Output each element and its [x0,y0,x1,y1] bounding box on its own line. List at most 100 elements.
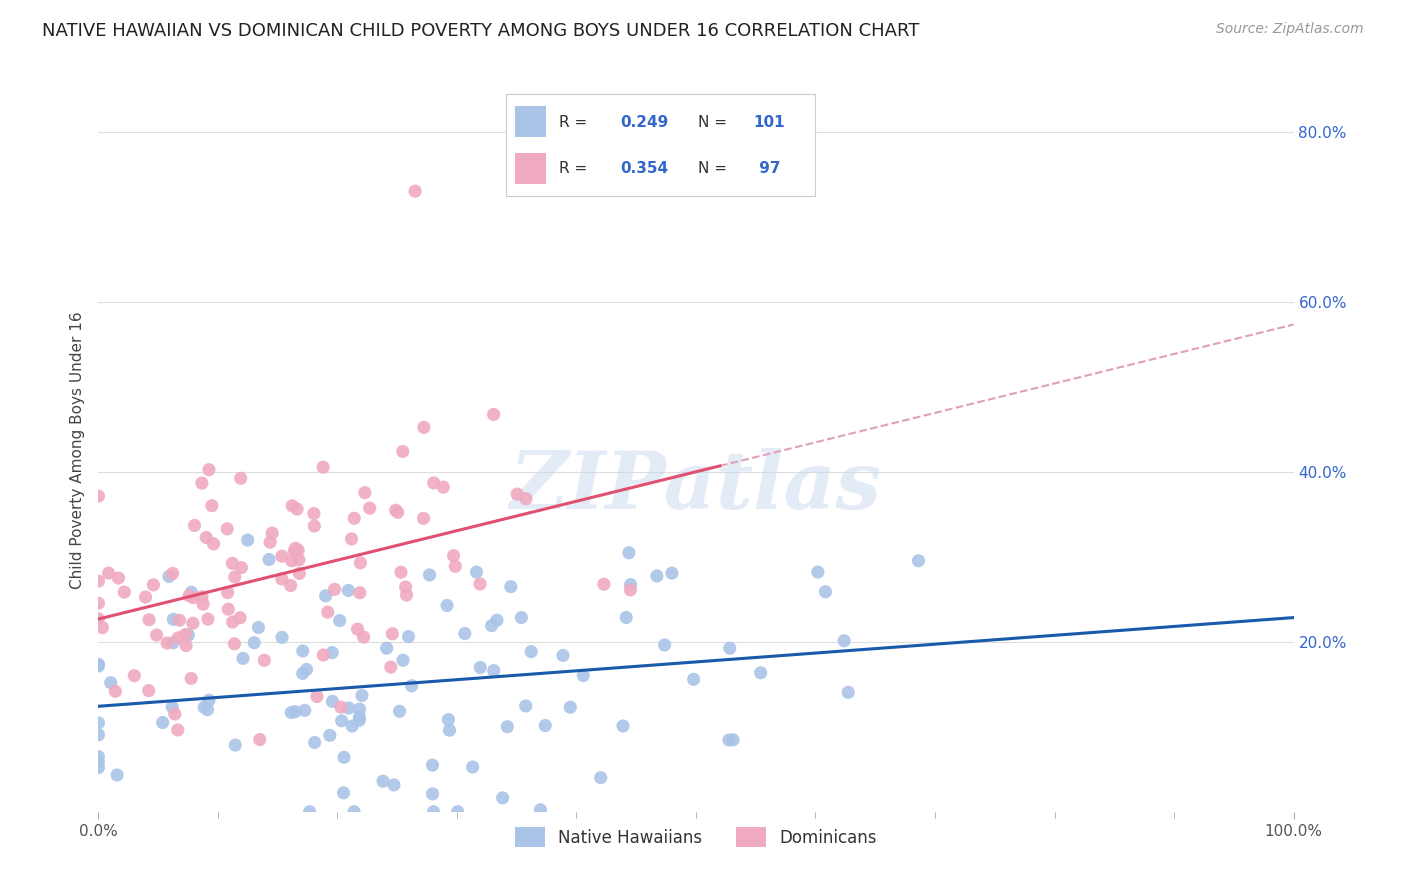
Point [271,572,294,586]
Point [349,702,371,716]
Point [87,574,110,589]
Point [197,703,219,717]
Point [572,668,595,682]
Point [375,641,398,656]
Point [152,715,174,730]
Point [359,501,381,516]
Point [167,631,190,645]
Point [520,645,543,659]
Point [191,590,214,604]
Point [253,653,276,667]
Point [87,489,110,503]
Point [510,610,533,624]
Point [380,660,402,674]
Point [551,648,574,663]
Point [162,635,184,649]
Text: 101: 101 [754,115,785,130]
Point [195,531,218,545]
Point [437,713,460,727]
Point [422,805,444,819]
Point [262,526,284,541]
Point [183,518,205,533]
Point [202,537,225,551]
Point [749,665,772,680]
Point [387,505,409,519]
Point [436,599,458,613]
Point [174,639,197,653]
Point [257,552,280,566]
Text: N =: N = [697,115,731,130]
Point [439,723,461,738]
Point [446,805,468,819]
Point [422,787,444,801]
Point [87,715,110,730]
Point [157,569,180,583]
Point [315,589,337,603]
Point [384,503,406,517]
Point [221,615,243,629]
Point [717,733,740,747]
Point [271,549,294,564]
Point [229,471,252,485]
Point [87,749,110,764]
Point [87,659,110,673]
Point [224,637,246,651]
Point [349,713,371,727]
Point [302,507,325,521]
Point [412,511,434,525]
Point [304,735,326,749]
Point [654,638,676,652]
Point [454,626,477,640]
Point [346,622,368,636]
Point [349,585,371,599]
Point [198,693,221,707]
Point [179,589,201,603]
Point [614,610,637,624]
Point [371,774,394,789]
Point [287,543,309,558]
Point [217,522,239,536]
Point [506,487,529,501]
Point [284,705,307,719]
Point [837,685,859,699]
Point [107,571,129,585]
Point [87,612,110,626]
Point [389,566,412,580]
Text: 97: 97 [754,161,780,176]
Point [87,596,110,610]
Point [247,620,270,634]
Point [381,627,404,641]
Point [160,699,183,714]
Point [353,630,375,644]
Point [422,758,444,772]
Point [323,582,346,597]
Point [138,613,160,627]
Point [105,768,128,782]
Point [321,694,343,708]
Point [482,664,505,678]
Point [163,706,186,721]
Point [330,714,353,728]
Point [191,476,214,491]
Point [329,614,352,628]
Point [432,480,454,494]
Point [321,646,343,660]
Point [619,582,641,597]
Point [145,628,167,642]
Point [444,559,467,574]
Point [661,566,683,581]
Point [197,612,219,626]
Point [295,663,318,677]
Point [832,633,855,648]
Point [181,616,204,631]
Point [104,684,127,698]
Point [217,602,239,616]
Point [388,704,411,718]
Point [332,786,354,800]
Point [423,475,446,490]
Point [280,706,302,720]
Point [288,566,311,581]
Point [404,184,426,198]
Point [612,719,634,733]
Point [492,790,515,805]
